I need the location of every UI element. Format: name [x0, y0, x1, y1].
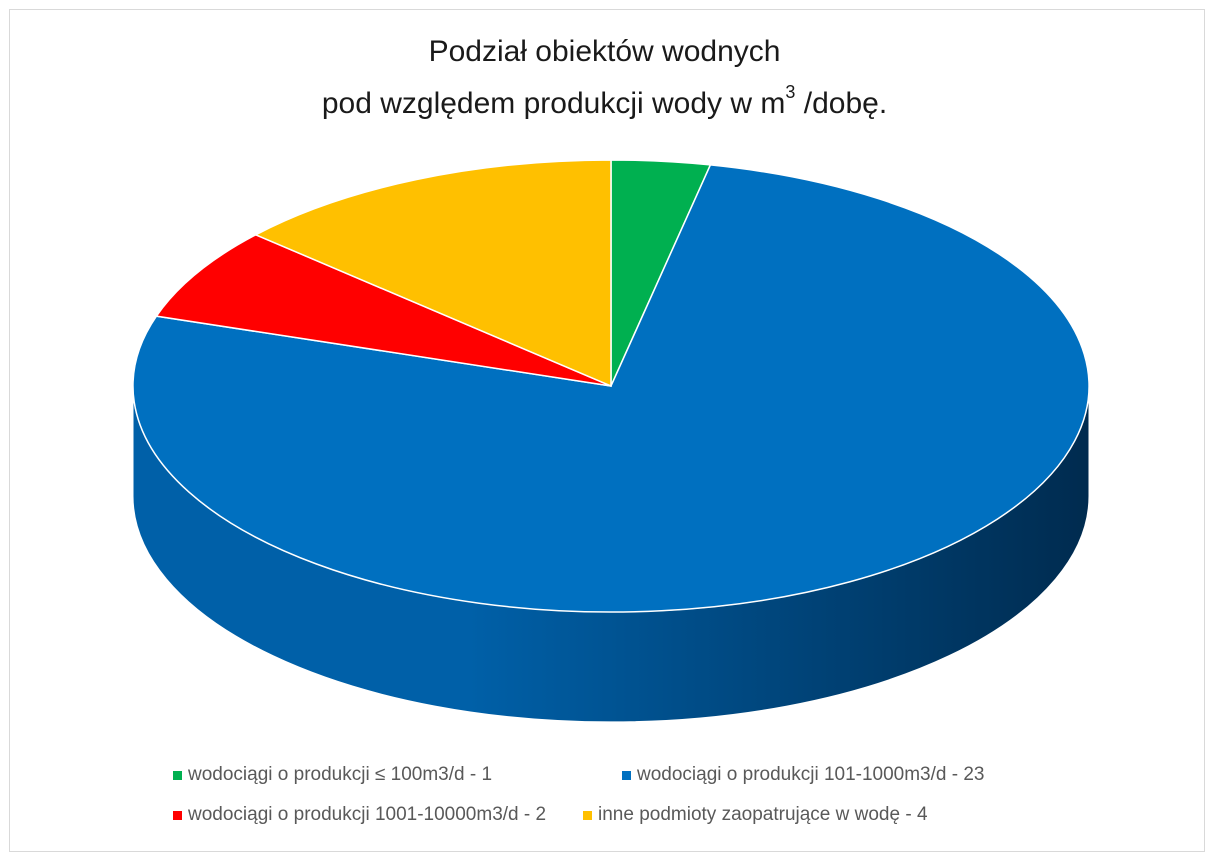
pie-slice-4 — [254, 159, 612, 388]
chart-title-superscript: 3 — [785, 82, 796, 102]
pie-slice-3 — [155, 233, 612, 387]
chart-title-line1: Podział obiektów wodnych — [428, 35, 781, 68]
chart-title-line2-prefix: pod względem produkcji wody w m — [321, 87, 786, 120]
chart-title-line2-suffix: /dobę. — [795, 87, 888, 120]
pie-slice-2 — [132, 164, 1090, 613]
chart-title: Podział obiektów wodnych pod względem pr… — [0, 30, 1209, 126]
chart-title-line2: pod względem produkcji wody w m3 /dobę. — [0, 74, 1209, 126]
